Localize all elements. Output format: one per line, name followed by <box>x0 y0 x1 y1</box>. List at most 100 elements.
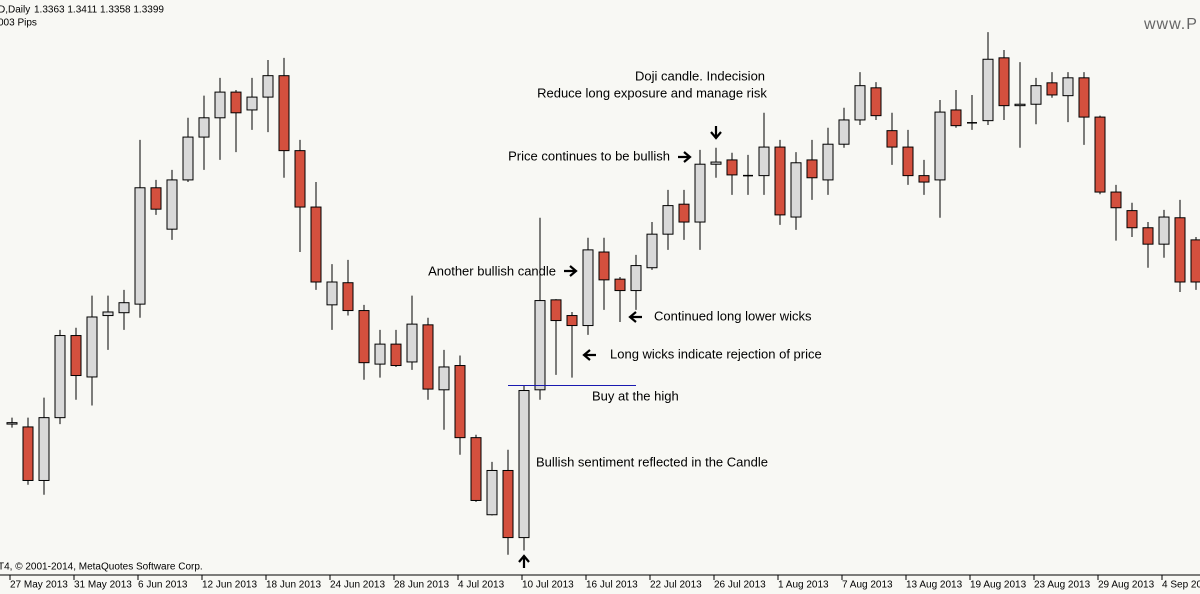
candle-body <box>726 159 738 176</box>
x-tick-label: 22 Jul 2013 <box>650 580 702 591</box>
candle-body <box>582 249 594 327</box>
candle-body <box>374 343 386 365</box>
candle-body <box>70 335 82 377</box>
candle-body <box>1046 82 1058 96</box>
candle-body <box>310 206 322 283</box>
arrow <box>582 349 596 361</box>
candle-body <box>1190 239 1200 283</box>
x-tick-label: 16 Jul 2013 <box>586 580 638 591</box>
annotation: Price continues to be bullish <box>508 148 670 163</box>
x-tick-label: 19 Aug 2013 <box>970 580 1027 591</box>
candle-body <box>198 117 210 138</box>
x-tick-label: 4 Sep 2013 <box>1162 580 1200 591</box>
candle-body <box>54 335 66 419</box>
candle-body <box>790 162 802 218</box>
copyright: T4, © 2001-2014, MetaQuotes Software Cor… <box>0 562 203 573</box>
arrow <box>710 126 722 140</box>
candle-body <box>166 179 178 230</box>
candle-body <box>150 187 162 210</box>
candle-body <box>1142 227 1154 245</box>
candle-body <box>982 58 994 122</box>
x-tick-label: 23 Aug 2013 <box>1034 580 1091 591</box>
candle-body <box>438 366 450 391</box>
candle-body <box>614 278 626 292</box>
candle-body <box>710 161 722 165</box>
candle-body <box>646 233 658 269</box>
candle-body <box>502 469 514 539</box>
candle-body <box>486 469 498 516</box>
x-tick-label: 10 Jul 2013 <box>522 580 574 591</box>
watermark: www.P <box>1143 16 1198 33</box>
candle-body <box>870 87 882 117</box>
arrow <box>628 311 642 323</box>
candle-body <box>214 91 226 119</box>
candle-body <box>1062 77 1074 97</box>
candle-body <box>566 315 578 327</box>
x-tick-label: 12 Jun 2013 <box>202 580 257 591</box>
candle-body <box>918 175 930 183</box>
candle-body <box>326 281 338 306</box>
arrow <box>564 265 578 277</box>
candle-body <box>406 323 418 363</box>
candle-body <box>662 205 674 235</box>
candle-body <box>134 187 146 305</box>
x-tick-label: 28 Jun 2013 <box>394 580 449 591</box>
candle-body <box>774 146 786 216</box>
x-tick-label: 31 May 2013 <box>74 580 132 591</box>
candle-body <box>838 119 850 145</box>
candle-body <box>6 422 18 425</box>
candle-body <box>246 96 258 111</box>
annotation: Continued long lower wicks <box>654 308 812 323</box>
candle-body <box>454 365 466 439</box>
candle-body <box>470 437 482 501</box>
annotation: Another bullish candle <box>428 263 556 278</box>
candle-body <box>262 75 274 98</box>
x-tick-label: 24 Jun 2013 <box>330 580 385 591</box>
candle-body <box>294 150 306 208</box>
candle-body <box>86 316 98 378</box>
candle-body <box>758 146 770 177</box>
candle-body <box>118 302 130 314</box>
candle-body <box>102 311 114 317</box>
candle-body <box>342 282 354 312</box>
annotation: Buy at the high <box>592 388 679 403</box>
candle-body <box>886 130 898 148</box>
candle-body <box>22 426 34 481</box>
annotation: Doji candle. Indecision <box>635 68 765 83</box>
candle-body <box>422 324 434 390</box>
candle-body <box>630 265 642 292</box>
candle-body <box>998 57 1010 107</box>
candle-body <box>854 85 866 121</box>
candle-body <box>182 136 194 181</box>
chart-title: D,Daily <box>0 5 30 16</box>
candle-body <box>1094 116 1106 193</box>
candle-body <box>1110 191 1122 209</box>
candle-body <box>1014 103 1026 107</box>
x-tick-label: 4 Jul 2013 <box>458 580 505 591</box>
candle-body <box>278 75 290 152</box>
candle-body <box>1078 77 1090 118</box>
x-tick-label: 18 Jun 2013 <box>266 580 321 591</box>
x-tick-label: 1 Aug 2013 <box>778 580 829 591</box>
arrow <box>678 151 692 163</box>
candle-body <box>230 91 242 114</box>
x-tick-label: 7 Aug 2013 <box>842 580 893 591</box>
candle-body <box>1174 217 1186 283</box>
candle-body <box>358 310 370 364</box>
candle-body <box>38 417 50 481</box>
candle-body <box>678 203 690 223</box>
candle-body <box>902 146 914 177</box>
arrow <box>518 554 530 568</box>
candle-body <box>1158 216 1170 245</box>
subtitle: 003 Pips <box>0 18 37 29</box>
annotation: Reduce long exposure and manage risk <box>537 85 767 100</box>
x-tick-label: 6 Jun 2013 <box>138 580 188 591</box>
annotation: Bullish sentiment reflected in the Candl… <box>536 454 768 469</box>
candle-body <box>694 163 706 223</box>
candle-body <box>806 159 818 179</box>
candle-body <box>1030 85 1042 105</box>
x-tick-label: 27 May 2013 <box>10 580 68 591</box>
candle-body <box>550 299 562 322</box>
candle-body <box>390 343 402 367</box>
